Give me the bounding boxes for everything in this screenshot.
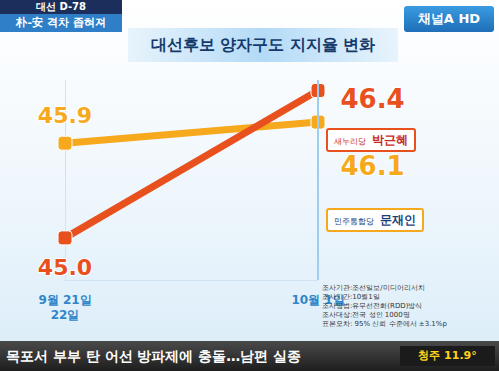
svg-text:45.0: 45.0	[38, 255, 92, 280]
svg-text:9월 21일: 9월 21일	[38, 293, 91, 307]
svg-text:22일: 22일	[51, 308, 80, 322]
svg-text:45.9: 45.9	[38, 103, 92, 128]
svg-text:46.4: 46.4	[341, 84, 405, 114]
svg-text:46.1: 46.1	[341, 151, 405, 181]
